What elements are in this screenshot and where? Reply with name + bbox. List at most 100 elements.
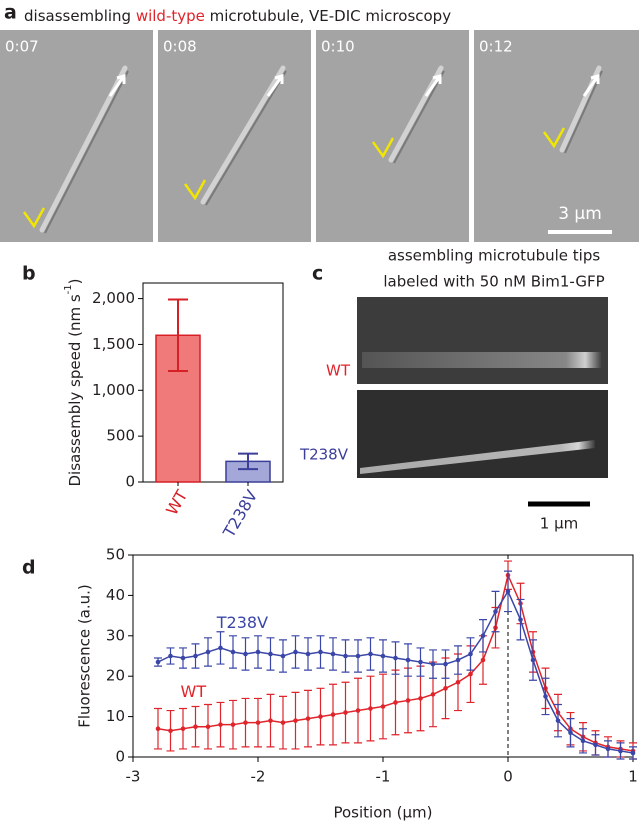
y-tick-label: 2,000 [92,289,135,307]
point [380,704,386,709]
point [555,718,561,723]
panel-label: d [22,557,36,579]
arrow [582,74,600,97]
y-tick-label: 50 [106,546,125,564]
point [593,742,598,748]
y-axis-label-text: ) [66,278,84,284]
point [468,651,473,657]
point [443,661,448,667]
arrow [266,74,284,97]
point [230,649,236,655]
point [405,698,411,703]
x-tick-label: -3 [126,768,141,786]
point [505,589,511,594]
title-part: microtubule, VE-DIC microscopy [205,7,451,25]
x-tick-label: WT [162,487,191,519]
scale-bar-label: 1 μm [540,515,578,533]
microtubule-shadow [564,70,603,154]
point [405,657,411,663]
point [305,716,311,721]
series-label: WT [181,682,207,701]
point [605,746,611,752]
point [368,651,373,657]
x-axis-label: Position (μm) [333,804,432,822]
point [293,649,298,655]
chevron [371,137,395,159]
point [418,659,423,665]
microtubule-shadow [393,70,445,164]
point [330,712,336,717]
y-axis-label-sup: -1 [63,284,74,294]
row-label: T238V [299,446,349,464]
point [418,696,423,701]
y-tick-label: 1,000 [92,381,135,399]
timestamp: 0:10 [321,38,355,56]
point [180,726,186,732]
microtubule [388,65,444,163]
point [618,748,623,754]
point [268,718,273,723]
title-part: disassembling [24,7,136,25]
y-tick-label: 10 [106,707,125,725]
arrow [424,74,442,97]
y-tick-label: 500 [106,427,135,445]
y-tick-label: 40 [106,586,125,604]
point [580,738,586,744]
point [193,653,198,659]
point [355,653,361,659]
point [455,657,461,663]
y-axis-label-text: Disassembly speed (nm s [66,294,84,486]
point [230,722,236,727]
timestamp: 0:12 [479,38,513,56]
point [430,692,436,697]
micrograph [357,390,608,478]
point [393,700,398,705]
point [218,722,223,727]
point [343,710,348,715]
x-tick-label: -1 [376,768,391,786]
panel-label: c [312,263,323,285]
point [430,661,436,667]
scale-bar-label: 3 μm [558,204,602,224]
timestamp: 0:07 [5,38,39,56]
point [168,728,173,734]
point [255,720,261,725]
microtubule [360,440,595,474]
point [318,714,323,719]
point [305,651,311,657]
timestamp: 0:08 [163,38,197,56]
chevron [22,207,46,229]
point [530,657,536,663]
point [393,655,398,661]
panel-c-title: assembling microtubule tips [388,247,601,265]
micrograph [0,30,153,242]
point [155,726,161,732]
y-tick-label: 30 [106,626,125,644]
microtubule [362,352,602,368]
point [368,706,373,711]
micrograph [357,297,608,384]
error-bar [238,452,258,471]
point [168,653,173,659]
point [455,679,461,685]
series-label: T238V [216,613,268,632]
panel-a-title: disassembling wild-type microtubule, VE-… [24,7,451,25]
point [630,750,636,756]
y-tick-label: 0 [125,473,135,491]
point [543,694,548,699]
arrow [108,74,126,97]
x-tick-label: 1 [628,768,638,786]
panel-label: a [4,2,17,24]
micrograph [316,30,469,242]
point [268,651,273,657]
micrograph [158,30,311,242]
point [280,653,286,659]
y-tick-label: 0 [115,748,125,766]
point [330,651,336,657]
point [243,720,248,725]
point [205,649,211,655]
x-tick-label: T238V [219,487,262,542]
point [205,724,211,729]
